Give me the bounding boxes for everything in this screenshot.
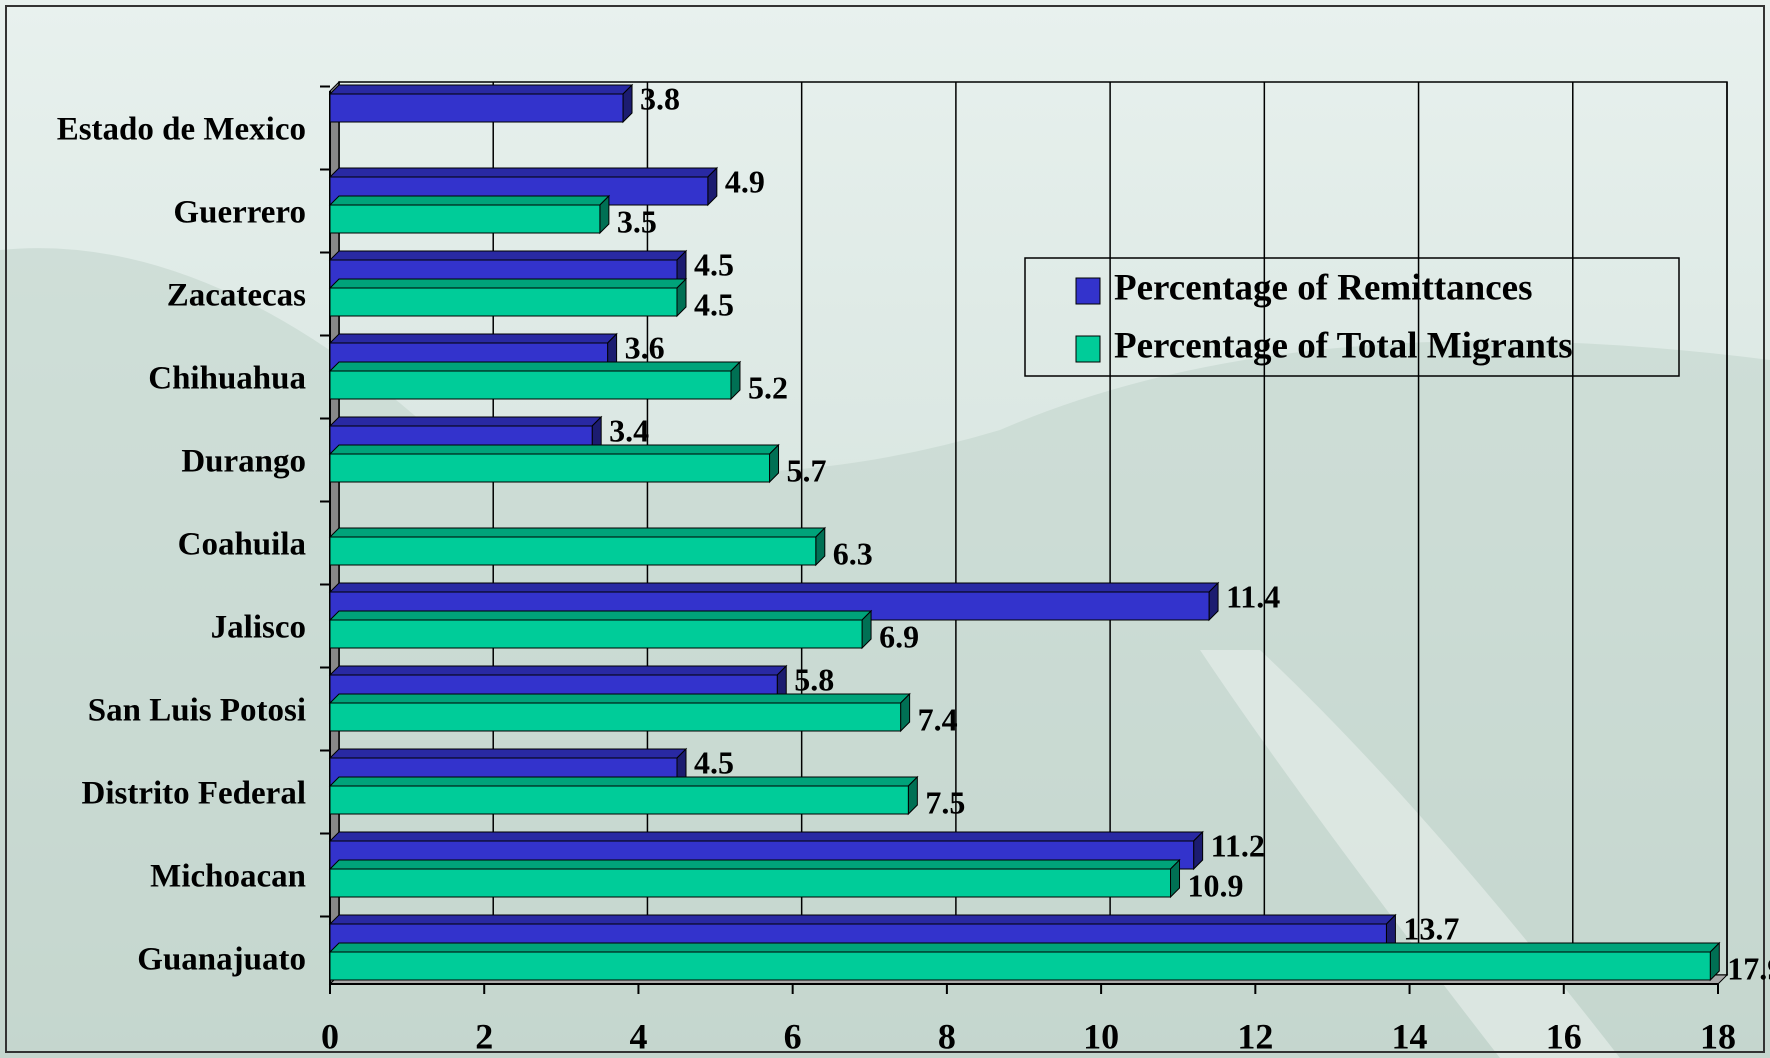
y-tick-label: Jalisco [211,610,306,646]
data-label: 6.3 [833,535,873,571]
bar-top [328,167,719,178]
data-label: 11.4 [1226,578,1280,614]
y-tick-label: Durango [181,444,306,480]
x-tick-label: 6 [784,1016,802,1056]
data-label: 3.5 [617,203,657,239]
y-tick-label: Guanajuato [137,942,306,978]
bar-front [329,868,1172,898]
bar [328,941,1721,982]
bar [328,443,780,484]
bar-top [328,278,688,289]
bar-front [329,287,678,317]
x-tick-label: 18 [1700,1016,1736,1056]
legend-box [1024,257,1680,377]
bar-top [328,693,911,704]
data-label: 6.9 [879,618,919,654]
bar-front [329,785,909,815]
bar-top [328,748,688,759]
data-label: 10.9 [1188,867,1244,903]
data-label: 5.7 [787,452,827,488]
y-tick-label: Chihuahua [148,361,306,397]
legend-label: Percentage of Total Migrants [1114,325,1573,366]
data-label: 3.8 [640,80,680,116]
data-label: 3.4 [609,412,649,448]
bar-top [328,831,1204,842]
bar-top [328,444,780,455]
data-label: 13.7 [1403,910,1459,946]
legend-label: Percentage of Remittances [1114,267,1532,308]
bar-front [329,619,863,649]
y-tick-label: Estado de Mexico [57,112,306,148]
bar [328,277,688,318]
data-label: 4.9 [725,163,765,199]
bar [328,83,634,124]
data-label: 7.5 [925,784,965,820]
bar-top [328,361,742,372]
data-label: 4.5 [694,744,734,780]
legend-swatch [1075,335,1101,363]
bar-top [328,333,618,344]
bar [328,415,603,456]
bar-front [329,370,732,400]
bar-front [329,453,771,483]
bar-top [328,610,873,621]
bar-top [328,914,1397,925]
x-tick-label: 0 [321,1016,339,1056]
data-label: 5.8 [794,661,834,697]
y-tick-label: Distrito Federal [81,776,306,812]
data-label: 17.9 [1727,950,1770,986]
bar [328,194,611,235]
bar [328,692,911,733]
bar-top [328,776,919,787]
frame [5,5,1765,1053]
y-tick-label: San Luis Potosi [88,693,306,729]
x-tick-label: 10 [1083,1016,1119,1056]
bar-top [328,859,1181,870]
bar-front [329,204,601,234]
bar-top [328,84,634,95]
data-label: 4.5 [694,246,734,282]
bar [328,526,827,567]
y-tick-label: Coahuila [178,527,306,563]
bar-front [329,536,817,566]
bar-top [328,195,611,206]
bar [328,775,919,816]
x-tick-label: 8 [938,1016,956,1056]
x-tick-label: 16 [1546,1016,1582,1056]
bar-top [328,416,603,427]
bar-front [329,951,1711,981]
bar [328,360,742,401]
bar [328,609,873,650]
data-label: 7.4 [918,701,958,737]
legend-swatch [1075,277,1101,305]
bar-front [329,702,902,732]
data-label: 11.2 [1211,827,1265,863]
data-label: 3.6 [625,329,665,365]
bar-top [328,665,788,676]
legend: Percentage of Remittances Percentage of T… [1024,257,1680,377]
data-label: 4.5 [694,286,734,322]
bar-top [328,527,827,538]
y-tick-label: Michoacan [150,859,306,895]
bar [328,858,1181,899]
bar-front [329,93,624,123]
y-tick-label: Zacatecas [167,278,306,314]
x-tick-label: 14 [1392,1016,1428,1056]
bar-top [328,582,1220,593]
bar-top [328,250,688,261]
bar-top [328,942,1721,953]
x-tick-label: 2 [475,1016,493,1056]
data-label: 5.2 [748,369,788,405]
plot-area: 0 2 4 6 8 10 12 14 16 18 Estado de Mexico 3.8 Guerre… [57,80,1770,1056]
x-tick-label: 12 [1237,1016,1273,1056]
x-tick-label: 4 [629,1016,647,1056]
y-tick-label: Guerrero [173,195,306,231]
